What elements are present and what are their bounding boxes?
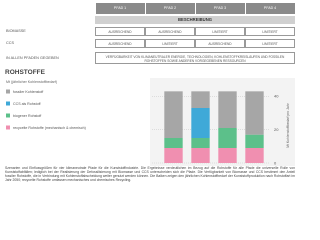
legend-swatch	[6, 89, 10, 94]
bar-segment	[164, 91, 183, 138]
y-tick-label: 0	[274, 160, 277, 165]
bar-segment	[218, 128, 237, 148]
column-header: PFAD 1	[95, 3, 145, 14]
column-header: PFAD 4	[245, 3, 295, 14]
table-cell: AUSREICHEND	[95, 39, 145, 48]
legend-label: fossiler Kohlenstoff	[13, 90, 43, 94]
bar-segment	[191, 108, 210, 138]
section-header: BESCHREIBUNG	[95, 16, 295, 24]
bar-segment	[245, 134, 264, 148]
bar-segment	[191, 91, 210, 108]
legend-label: biogener Rohstoff	[13, 114, 41, 118]
caption: Szenarien und Einflussgrößen für vier kl…	[5, 166, 295, 182]
column-header: PFAD 3	[195, 3, 245, 14]
table-cell: LIMITIERT	[245, 27, 295, 36]
chart-subtitle: Mt (jährlicher Kohlenstoffbedarf)	[6, 80, 57, 84]
table-cell: AUSREICHEND	[195, 39, 245, 48]
bar-segment	[164, 148, 183, 163]
legend-swatch	[6, 113, 10, 118]
legend-label: CCS als Rohstoff	[13, 102, 41, 106]
row-label: CCS	[6, 41, 15, 45]
table-cell: LIMITIERT	[145, 39, 195, 48]
bar-segment	[191, 138, 210, 148]
bar-segment	[191, 148, 210, 163]
chart-title: ROHSTOFFE	[5, 69, 46, 76]
bar-segment	[245, 91, 264, 135]
bar-segment	[164, 138, 183, 148]
row-label: BIOMASSE	[6, 29, 26, 33]
legend-label: recycelte Rohstoffe (mechanisch & chemis…	[13, 126, 86, 130]
table-cell: AUSREICHEND	[95, 27, 145, 36]
common-text: VERFÜGBARKEIT VON KLIMANEUTRALER ENERGIE…	[95, 52, 295, 64]
chart: ROHSTOFFE Mt (jährlicher Kohlenstoffbeda…	[5, 69, 295, 166]
y-axis-title: Mt Kohlenstoffbedarf pro Jahr	[286, 102, 290, 147]
row-label: IN ALLEN PFADEN GEGEBEN	[6, 56, 59, 60]
table-cell: LIMITIERT	[245, 39, 295, 48]
bar-segment	[218, 148, 237, 163]
bar-segment	[245, 148, 264, 163]
page: BESCHREIBUNG IN ALLEN PFADEN GEGEBEN VER…	[5, 3, 295, 182]
legend-swatch	[6, 101, 10, 106]
column-header: PFAD 2	[145, 3, 195, 14]
table-cell: LIMITIERT	[195, 27, 245, 36]
table-cell: AUSREICHEND	[145, 27, 195, 36]
y-tick-label: 40	[274, 94, 279, 99]
y-tick-label: 20	[274, 127, 279, 132]
bar-segment	[218, 91, 237, 128]
legend-swatch	[6, 125, 10, 130]
